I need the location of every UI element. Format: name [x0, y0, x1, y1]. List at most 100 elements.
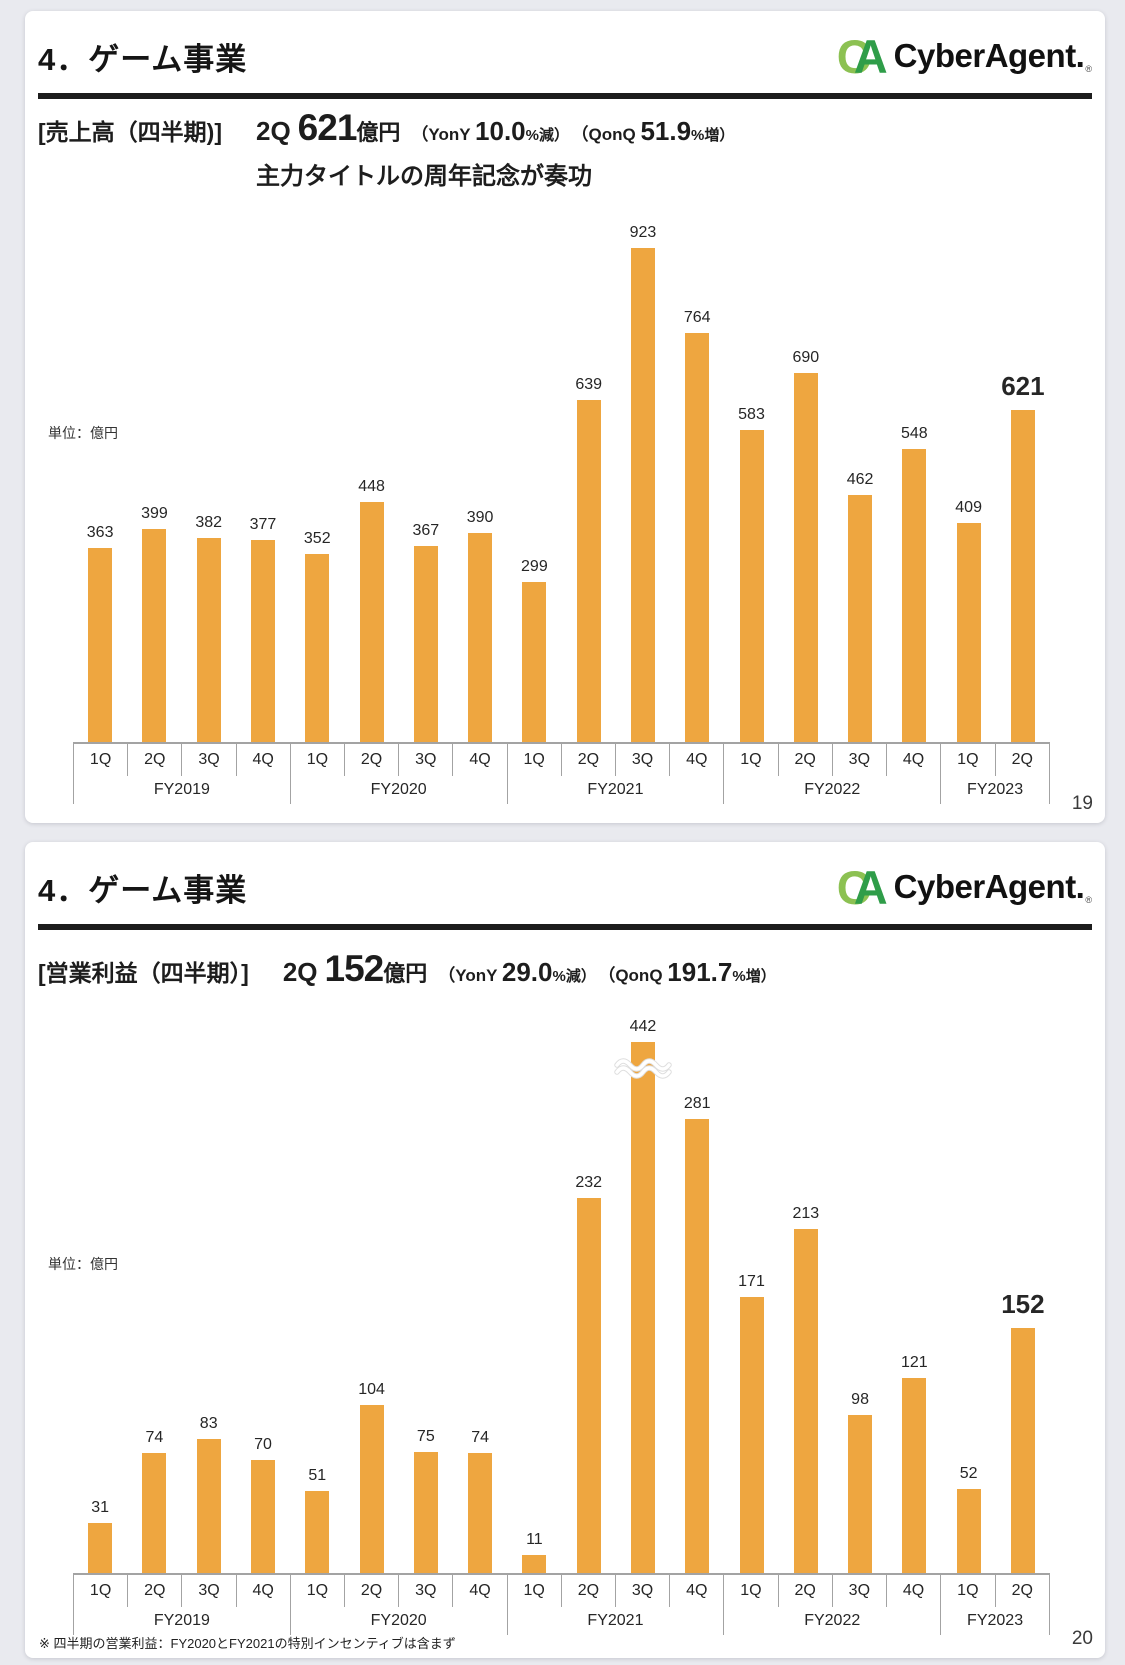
ca-logo-icon: CA [836, 860, 888, 914]
bar-slot: 382 [182, 514, 236, 742]
fiscal-year-label: FY2022 [804, 781, 861, 798]
kpi-headline-block: [売上高（四半期)] 2Q 621億円 （YonY 10.0%減） （QonQ 51.… [38, 107, 734, 191]
fiscal-year-group: 1Q 2Q 3Q 4Q FY2020 [291, 744, 508, 804]
bar-value-label: 690 [792, 349, 820, 367]
quarter-label: 4Q [252, 751, 274, 768]
quarter-row: 1Q 2Q 3Q 4Q [724, 744, 940, 776]
bar [359, 1405, 384, 1573]
bar-value-label: 152 [1001, 1289, 1045, 1320]
bar-slot: 409 [942, 499, 996, 742]
axis-break-icon [614, 1058, 672, 1079]
fiscal-year-label: FY2019 [153, 1612, 210, 1629]
metric-label: [売上高（四半期)] [38, 119, 222, 145]
bar-slot: 70 [236, 1436, 290, 1573]
fiscal-year-group: 1Q 2Q 3Q 4Q FY2019 [73, 744, 291, 804]
bar-slot: 121 [887, 1354, 941, 1573]
bar [614, 1042, 672, 1573]
fiscal-year-group: 1Q 2Q 3Q 4Q FY2021 [508, 744, 725, 804]
quarter-row: 1Q 2Q 3Q 4Q [508, 744, 724, 776]
page-number: 20 [1071, 1628, 1093, 1649]
bar-value-label: 448 [358, 478, 385, 496]
fiscal-year-label: FY2023 [967, 781, 1024, 798]
unit-note: 単位：億円 [48, 425, 118, 441]
bar-value-label: 74 [145, 1429, 164, 1447]
bar-value-label: 104 [358, 1381, 385, 1399]
quarter-row: 1Q 2Q 3Q 4Q [508, 1575, 724, 1607]
fiscal-year-group: 1Q 2Q 3Q 4Q FY2021 [508, 1575, 725, 1635]
registered-mark: ® [1085, 63, 1092, 74]
bar-slot: 621 [996, 372, 1050, 742]
bar [630, 248, 655, 742]
quarter-row: 1Q 2Q 3Q 4Q [291, 1575, 507, 1607]
cyberagent-logo: CA CyberAgent. ® [837, 864, 1092, 911]
bar-value-label: 621 [1001, 371, 1045, 402]
bar-slot: 442 [614, 1018, 672, 1573]
fiscal-year-group: 1Q 2Q FY2023 [941, 1575, 1051, 1635]
bar-value-label: 232 [575, 1174, 603, 1192]
bar-slot: 51 [290, 1467, 344, 1573]
fiscal-year-group: 1Q 2Q 3Q 4Q FY2022 [724, 1575, 942, 1635]
fiscal-year-group: 1Q 2Q FY2023 [941, 744, 1051, 804]
bar-value-label: 409 [955, 499, 982, 517]
bar-slot: 31 [73, 1499, 127, 1573]
headline-lines: 2Q 621億円 （YonY 10.0%減） （QonQ 51.9%増） 主力タイトル… [256, 107, 734, 191]
bar-value-label: 363 [86, 524, 114, 542]
logo-wordmark: CyberAgent. [893, 37, 1085, 74]
slide-title: 4．ゲーム事業 [38, 41, 248, 77]
bar-value-label: 548 [901, 425, 928, 443]
header-divider [38, 93, 1092, 99]
quarter-label: 2Q [562, 1575, 616, 1607]
bar-value-label: 923 [629, 224, 657, 242]
quarter-label: 3Q [182, 744, 237, 776]
fiscal-year-group: 1Q 2Q 3Q 4Q FY2020 [291, 1575, 508, 1635]
bar [1010, 1328, 1035, 1573]
bar [305, 1491, 330, 1573]
quarter-label: 2Q [1011, 751, 1033, 768]
quarter-label: 4Q [902, 1582, 925, 1599]
bar-slot: 390 [453, 509, 507, 742]
bar-value-label: 213 [792, 1205, 820, 1223]
bar [305, 554, 330, 742]
bar-value-label: 299 [521, 558, 548, 576]
quarter-label: 1Q [724, 1575, 779, 1607]
headline-lines: 2Q 152億円 （YonY 29.0%減） （QonQ 191.7%増） [283, 948, 776, 990]
bar-slot: 232 [562, 1174, 616, 1573]
bar-slot: 83 [182, 1415, 236, 1573]
ca-logo-icon: CA [836, 29, 888, 83]
quarter-label: 1Q [508, 744, 562, 776]
bar-slot: 75 [399, 1428, 453, 1573]
logo-wordmark: CyberAgent. [893, 868, 1085, 905]
quarter-label: 3Q [616, 1575, 671, 1607]
quarter-row: 1Q 2Q 3Q 4Q [724, 1575, 940, 1607]
bar-value-label: 367 [412, 522, 440, 540]
quarter-row: 1Q 2Q 3Q 4Q [291, 744, 507, 776]
bar-value-label: 74 [471, 1429, 489, 1447]
bar-slot: 690 [779, 349, 833, 742]
quarter-label: 1Q [291, 1575, 345, 1607]
bar [413, 546, 438, 742]
bar [739, 1297, 764, 1573]
bar-slot: 367 [399, 522, 453, 742]
bar [413, 1452, 438, 1573]
bar [848, 1415, 873, 1573]
bar-slot: 462 [833, 471, 887, 742]
kpi-headline: 2Q 621億円 （YonY 10.0%減） （QonQ 51.9%増） [255, 107, 735, 148]
quarter-row: 1Q 2Q [941, 1575, 1049, 1607]
bar-value-label: 51 [308, 1467, 327, 1485]
metric-label: [営業利益（四半期）] [38, 960, 249, 986]
quarter-label: 1Q [74, 1575, 129, 1607]
page-number: 19 [1071, 793, 1093, 814]
fiscal-year-label: FY2020 [370, 1612, 427, 1629]
bar-slot: 299 [507, 558, 561, 742]
bar-slot: 213 [779, 1205, 833, 1573]
kpi-subheadline: 主力タイトルの周年記念が奏功 [255, 163, 592, 190]
bar [685, 1119, 710, 1573]
bar-slot: 152 [996, 1290, 1050, 1573]
bar-slot: 448 [344, 478, 398, 742]
bar-slot: 98 [833, 1391, 887, 1573]
bar-slot: 11 [507, 1531, 561, 1573]
chart-plot-area: 363 399 382 377 352 448 367 390 299 639 923 764 583 6… [73, 212, 1050, 742]
quarter-label: 3Q [833, 1575, 887, 1607]
quarter-label: 2Q [345, 744, 400, 776]
bar-slot: 104 [344, 1381, 398, 1573]
